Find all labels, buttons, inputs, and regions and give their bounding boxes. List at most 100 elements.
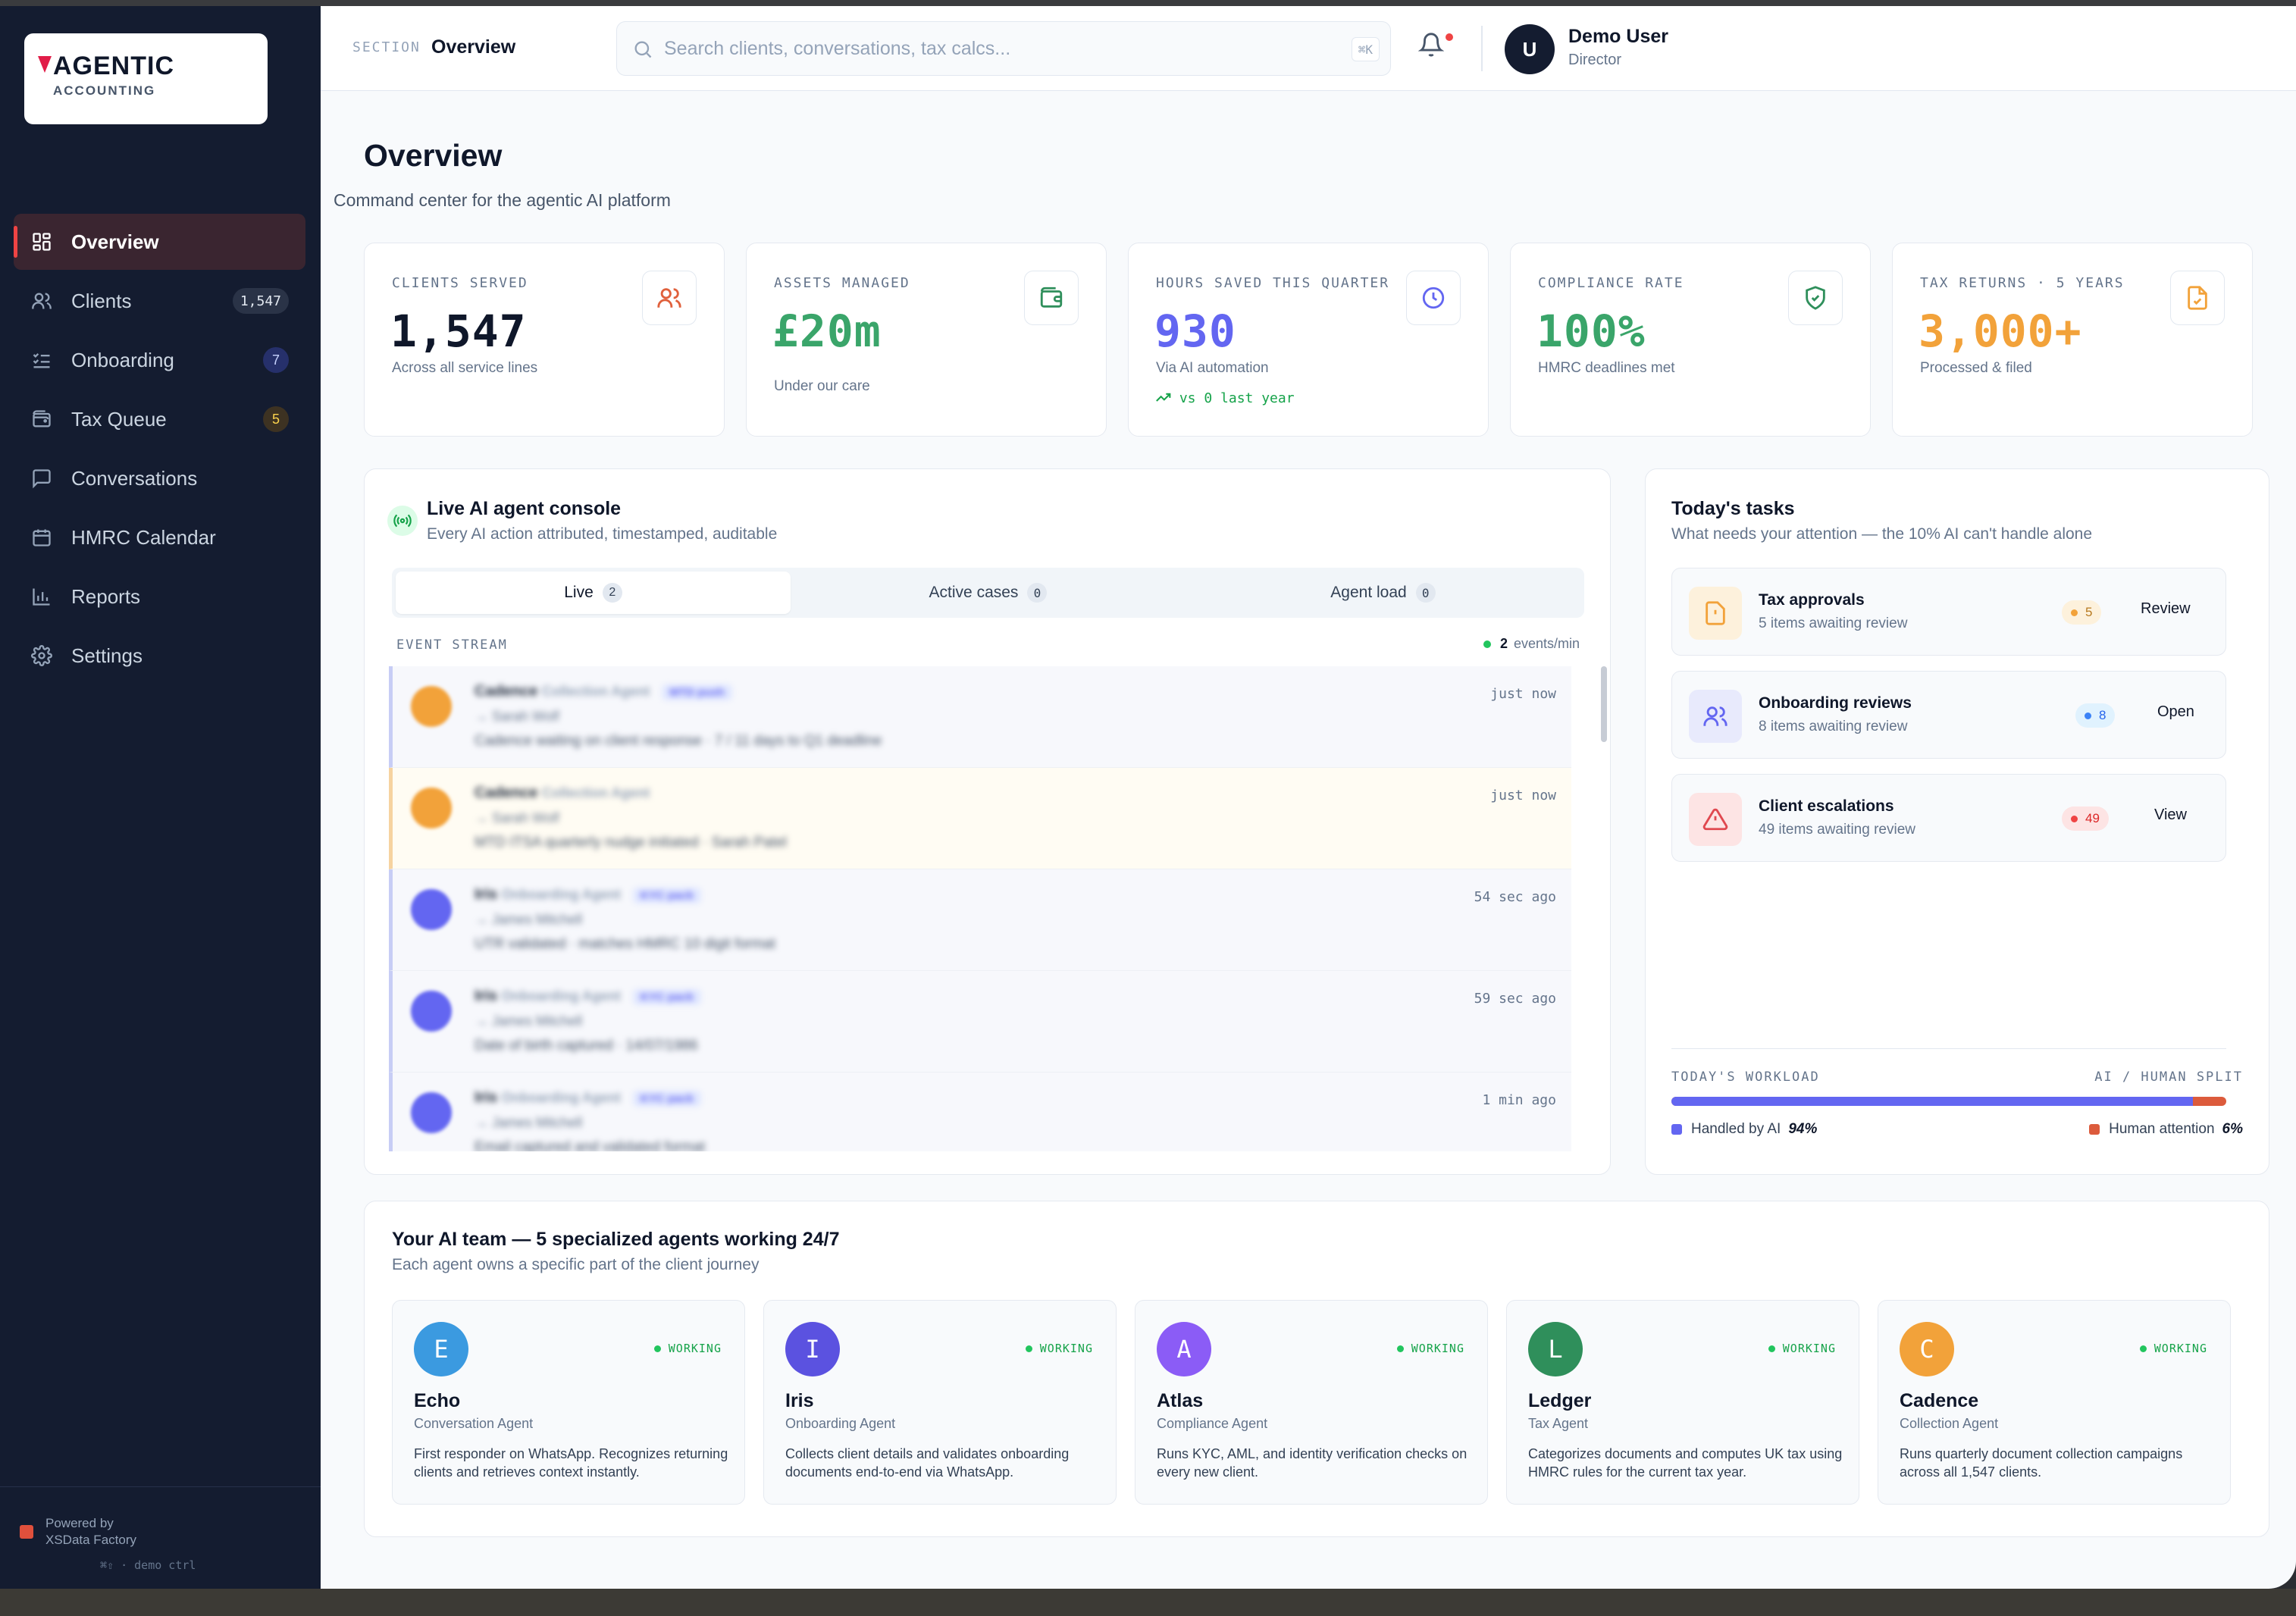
top-header: SECTION Overview ⌘K U Demo User Director (321, 6, 2296, 91)
brand-logo[interactable]: AGENTIC ACCOUNTING (24, 33, 268, 124)
event-role: Onboarding Agent (501, 1090, 621, 1105)
scrollbar[interactable] (1601, 666, 1607, 742)
event-role: Onboarding Agent (501, 988, 621, 1004)
event-tag: KYC pack (632, 888, 701, 904)
wallet-icon (30, 408, 53, 431)
status-text: WORKING (2153, 1342, 2207, 1355)
tasks-subtitle: What needs your attention — the 10% AI c… (1671, 525, 2093, 543)
event-row[interactable]: Iris Onboarding Agent KYC pack → James Mit… (389, 971, 1571, 1073)
stat-card-clients[interactable]: CLIENTS SERVED 1,547 Across all service … (364, 243, 725, 437)
brand-title: AGENTIC (53, 52, 174, 80)
agent-avatar: E (414, 1322, 468, 1376)
event-row[interactable]: Cadence Collection Agent → Sarah Wolf MTD … (389, 768, 1571, 869)
agent-avatar (411, 788, 452, 828)
stat-caption: HMRC deadlines met (1538, 360, 1675, 376)
sidebar-item-onboarding[interactable]: Onboarding 7 (14, 332, 305, 388)
stat-card-hours-saved[interactable]: HOURS SAVED THIS QUARTER 930 Via AI auto… (1128, 243, 1489, 437)
trend-up-icon (1156, 393, 1171, 402)
bell-icon[interactable] (1417, 32, 1445, 61)
agent-avatar: A (1157, 1322, 1211, 1376)
shortcut-hint: ⌘K (1351, 37, 1380, 61)
search-bar[interactable]: ⌘K (616, 21, 1391, 76)
sidebar-item-reports[interactable]: Reports (14, 568, 305, 625)
section-label: SECTION (352, 39, 421, 55)
stat-caption: Across all service lines (392, 360, 538, 376)
agent-name: Atlas (1157, 1390, 1204, 1411)
tab-live[interactable]: Live 2 (396, 572, 791, 614)
tab-count: 0 (1027, 583, 1048, 603)
stat-value: 930 (1154, 305, 1236, 357)
agent-avatar: L (1528, 1322, 1583, 1376)
sidebar-item-conversations[interactable]: Conversations (14, 450, 305, 506)
status-badge: WORKING (1025, 1342, 1093, 1355)
console-tabs: Live 2 Active cases 0 Agent load 0 (392, 568, 1584, 618)
sidebar-item-label: Settings (71, 644, 143, 667)
event-agent: Cadence Collection Agent MTD push (475, 683, 732, 700)
view-button[interactable]: View (2154, 806, 2187, 823)
sidebar-divider (0, 1486, 321, 1487)
task-client-escalations[interactable]: Client escalations 49 items awaiting rev… (1671, 774, 2226, 862)
sidebar-item-tax-queue[interactable]: Tax Queue 5 (14, 391, 305, 447)
sidebar-item-clients[interactable]: Clients 1,547 (14, 273, 305, 329)
stat-card-assets[interactable]: ASSETS MANAGED £20m Under our care (746, 243, 1107, 437)
sidebar-item-overview[interactable]: Overview (14, 214, 305, 270)
search-input[interactable] (664, 22, 1331, 75)
grid-icon (30, 230, 53, 253)
sidebar: AGENTIC ACCOUNTING Overview Clients 1,54… (0, 6, 321, 1589)
event-stream[interactable]: Cadence Collection Agent MTD push → Sarah … (389, 666, 1571, 1151)
event-row[interactable]: Cadence Collection Agent MTD push → Sarah … (389, 666, 1571, 768)
event-time: 59 sec ago (1474, 991, 1556, 1007)
agent-card-iris[interactable]: I WORKING Iris Onboarding Agent Collects cli… (763, 1300, 1117, 1505)
status-badge: WORKING (653, 1342, 722, 1355)
sidebar-item-settings[interactable]: Settings (14, 628, 305, 684)
sidebar-item-label: Clients (71, 289, 132, 312)
stat-trend-text: vs 0 last year (1179, 390, 1295, 406)
status-badge: WORKING (1768, 1342, 1836, 1355)
bar-chart-icon (30, 585, 53, 608)
task-tax-approvals[interactable]: Tax approvals 5 items awaiting review 5 … (1671, 568, 2226, 656)
shield-check-icon (1788, 271, 1843, 325)
user-name[interactable]: Demo User (1568, 26, 1668, 47)
tab-label: Active cases (929, 584, 1019, 601)
agent-card-ledger[interactable]: L WORKING Ledger Tax Agent Categorizes docum… (1506, 1300, 1859, 1505)
agent-role: Onboarding Agent (785, 1416, 896, 1431)
agent-name: Cadence (1900, 1390, 1979, 1411)
sidebar-item-hmrc-calendar[interactable]: HMRC Calendar (14, 509, 305, 565)
agent-card-atlas[interactable]: A WORKING Atlas Compliance Agent Runs KYC, A… (1135, 1300, 1488, 1505)
task-onboarding-reviews[interactable]: Onboarding reviews 8 items awaiting revi… (1671, 671, 2226, 759)
agent-avatar (411, 686, 452, 727)
stat-value: 100% (1536, 305, 1646, 357)
avatar[interactable]: U (1505, 24, 1555, 74)
tab-label: Agent load (1330, 584, 1407, 601)
stat-card-tax-returns[interactable]: TAX RETURNS · 5 YEARS 3,000+ Processed &… (1892, 243, 2253, 437)
section-value: Overview (431, 36, 516, 58)
agent-name: Iris (785, 1390, 814, 1411)
event-row[interactable]: Iris Onboarding Agent KYC pack → James Mit… (389, 869, 1571, 971)
tasks-title: Today's tasks (1671, 498, 1795, 519)
rate-value: 2 (1499, 636, 1508, 651)
open-button[interactable]: Open (2157, 703, 2194, 720)
sidebar-item-label: Tax Queue (71, 407, 167, 431)
stat-card-compliance[interactable]: COMPLIANCE RATE 100% HMRC deadlines met (1510, 243, 1871, 437)
tab-agent-load[interactable]: Agent load 0 (1186, 572, 1580, 614)
status-text: WORKING (1039, 1342, 1093, 1355)
human-pct: 6% (2222, 1121, 2243, 1137)
powered-name[interactable]: XSData Factory (45, 1533, 136, 1547)
event-detail: Email captured and validated format (475, 1139, 706, 1151)
agent-card-echo[interactable]: E WORKING Echo Conversation Agent First resp… (392, 1300, 745, 1505)
window-top-edge (0, 0, 2296, 6)
tab-active-cases[interactable]: Active cases 0 (791, 572, 1186, 614)
live-agent-console: Live AI agent console Every AI action at… (364, 468, 1611, 1175)
agent-avatar (411, 889, 452, 930)
agent-card-cadence[interactable]: C WORKING Cadence Collection Agent Runs quar… (1878, 1300, 2231, 1505)
tab-count: 0 (1415, 583, 1436, 603)
event-tag: MTD push (662, 684, 732, 700)
event-action: → James Mitchell (475, 1013, 583, 1029)
stream-label: EVENT STREAM (396, 637, 508, 653)
event-role: Collection Agent (541, 785, 650, 800)
task-count: 5 (2085, 605, 2093, 619)
users-icon (642, 271, 697, 325)
todays-tasks: Today's tasks What needs your attention … (1645, 468, 2269, 1175)
event-row[interactable]: Iris Onboarding Agent KYC pack → James Mit… (389, 1073, 1571, 1151)
review-button[interactable]: Review (2141, 600, 2191, 617)
